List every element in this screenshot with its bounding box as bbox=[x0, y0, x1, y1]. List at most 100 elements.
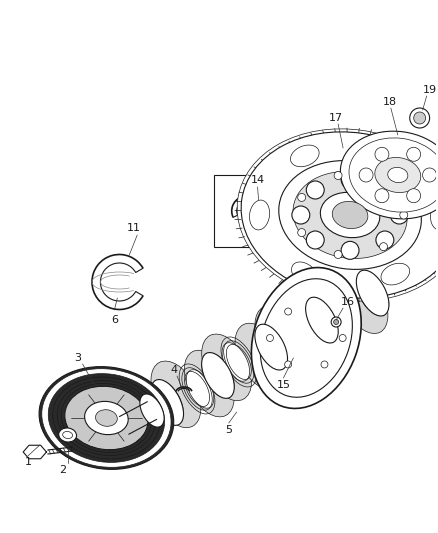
Ellipse shape bbox=[375, 157, 421, 192]
Ellipse shape bbox=[208, 362, 228, 389]
Ellipse shape bbox=[255, 324, 287, 370]
Text: 11: 11 bbox=[127, 223, 141, 233]
Ellipse shape bbox=[186, 370, 214, 408]
Circle shape bbox=[292, 206, 310, 224]
Ellipse shape bbox=[39, 367, 174, 470]
Ellipse shape bbox=[340, 131, 438, 219]
Circle shape bbox=[359, 168, 373, 182]
Ellipse shape bbox=[151, 381, 183, 424]
Circle shape bbox=[298, 229, 306, 237]
Ellipse shape bbox=[293, 172, 407, 259]
Ellipse shape bbox=[261, 333, 281, 361]
Text: 4: 4 bbox=[170, 365, 177, 375]
Text: 5: 5 bbox=[225, 425, 232, 435]
Ellipse shape bbox=[431, 200, 438, 230]
Ellipse shape bbox=[42, 369, 171, 467]
Ellipse shape bbox=[292, 262, 318, 286]
Ellipse shape bbox=[340, 269, 388, 334]
Circle shape bbox=[334, 251, 342, 259]
Ellipse shape bbox=[85, 401, 128, 434]
Circle shape bbox=[414, 112, 426, 124]
Circle shape bbox=[380, 243, 388, 251]
Ellipse shape bbox=[66, 387, 146, 449]
Ellipse shape bbox=[65, 386, 148, 450]
Ellipse shape bbox=[357, 270, 389, 316]
Ellipse shape bbox=[250, 200, 270, 230]
Ellipse shape bbox=[382, 144, 409, 168]
Text: 19: 19 bbox=[423, 85, 437, 95]
Circle shape bbox=[423, 168, 437, 182]
Ellipse shape bbox=[306, 298, 338, 342]
Ellipse shape bbox=[57, 381, 155, 456]
Ellipse shape bbox=[140, 394, 164, 427]
Ellipse shape bbox=[332, 201, 368, 229]
Ellipse shape bbox=[381, 263, 410, 285]
Ellipse shape bbox=[237, 129, 438, 301]
Circle shape bbox=[400, 211, 408, 219]
Ellipse shape bbox=[202, 334, 251, 401]
Text: 6: 6 bbox=[111, 315, 118, 325]
Text: 18: 18 bbox=[383, 97, 397, 107]
Circle shape bbox=[341, 171, 359, 189]
Ellipse shape bbox=[260, 279, 352, 397]
Circle shape bbox=[334, 172, 342, 180]
Ellipse shape bbox=[326, 287, 353, 326]
Ellipse shape bbox=[241, 132, 438, 298]
Circle shape bbox=[306, 231, 324, 249]
Ellipse shape bbox=[306, 297, 338, 343]
Polygon shape bbox=[23, 445, 46, 459]
Ellipse shape bbox=[235, 323, 285, 390]
Ellipse shape bbox=[63, 432, 73, 439]
Ellipse shape bbox=[388, 167, 408, 183]
Circle shape bbox=[410, 108, 430, 128]
Circle shape bbox=[298, 193, 306, 201]
Text: 15: 15 bbox=[276, 380, 290, 390]
Circle shape bbox=[407, 147, 420, 161]
Ellipse shape bbox=[255, 306, 305, 372]
Ellipse shape bbox=[320, 192, 380, 238]
Ellipse shape bbox=[222, 343, 250, 381]
Ellipse shape bbox=[59, 428, 77, 442]
Text: 16: 16 bbox=[341, 297, 355, 307]
Ellipse shape bbox=[201, 352, 234, 398]
Ellipse shape bbox=[53, 377, 160, 459]
Circle shape bbox=[321, 361, 328, 368]
Text: 14: 14 bbox=[251, 175, 265, 185]
Circle shape bbox=[306, 181, 324, 199]
Bar bbox=[214, 175, 304, 247]
Circle shape bbox=[375, 189, 389, 203]
Circle shape bbox=[266, 335, 273, 342]
Ellipse shape bbox=[184, 350, 234, 417]
Ellipse shape bbox=[349, 138, 438, 212]
Ellipse shape bbox=[202, 353, 234, 398]
Circle shape bbox=[407, 189, 420, 203]
Ellipse shape bbox=[279, 160, 421, 269]
Circle shape bbox=[285, 361, 292, 368]
Circle shape bbox=[334, 319, 339, 325]
Circle shape bbox=[331, 317, 341, 327]
Ellipse shape bbox=[251, 268, 361, 408]
Ellipse shape bbox=[290, 145, 319, 167]
Ellipse shape bbox=[290, 314, 318, 353]
Ellipse shape bbox=[288, 295, 338, 361]
Text: 3: 3 bbox=[74, 353, 81, 363]
Circle shape bbox=[380, 179, 388, 187]
Ellipse shape bbox=[48, 374, 165, 463]
Ellipse shape bbox=[95, 410, 117, 426]
Circle shape bbox=[285, 308, 292, 315]
Ellipse shape bbox=[157, 389, 177, 416]
Text: 2: 2 bbox=[59, 465, 66, 475]
Ellipse shape bbox=[312, 306, 332, 334]
Circle shape bbox=[339, 335, 346, 342]
Ellipse shape bbox=[151, 361, 201, 427]
Circle shape bbox=[390, 206, 408, 224]
Text: 1: 1 bbox=[25, 457, 32, 467]
Ellipse shape bbox=[61, 383, 152, 453]
Text: 17: 17 bbox=[329, 113, 343, 123]
Circle shape bbox=[375, 147, 389, 161]
Ellipse shape bbox=[307, 280, 355, 344]
Circle shape bbox=[341, 241, 359, 260]
Circle shape bbox=[376, 231, 394, 249]
Ellipse shape bbox=[357, 271, 389, 315]
Ellipse shape bbox=[363, 279, 382, 307]
